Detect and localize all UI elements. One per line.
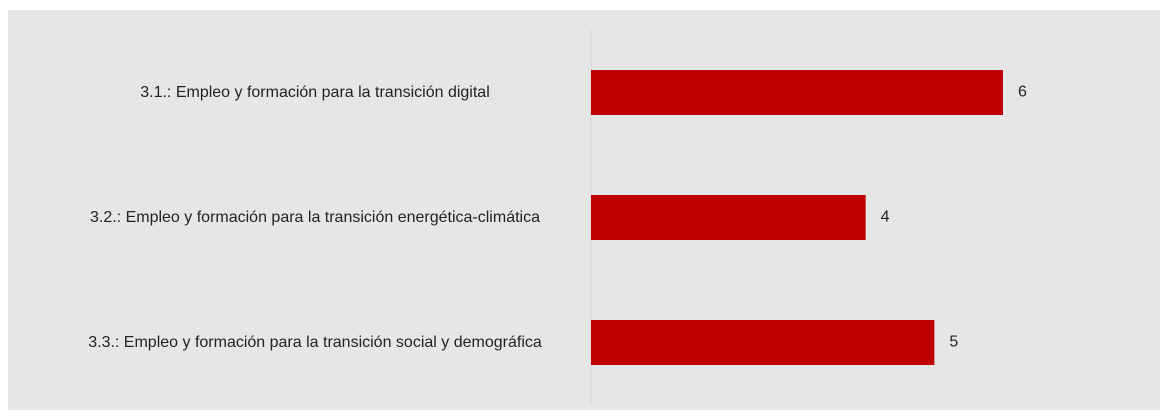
bar — [591, 320, 935, 365]
category-label: 3.3.: Empleo y formación para la transic… — [88, 333, 542, 351]
category-label: 3.1.: Empleo y formación para la transic… — [140, 83, 490, 101]
category-label: 3.2.: Empleo y formación para la transic… — [90, 208, 540, 226]
value-label: 4 — [881, 209, 890, 226]
value-label: 5 — [949, 334, 958, 351]
bar — [591, 70, 1003, 115]
value-label: 6 — [1018, 84, 1027, 101]
bar — [591, 195, 866, 240]
